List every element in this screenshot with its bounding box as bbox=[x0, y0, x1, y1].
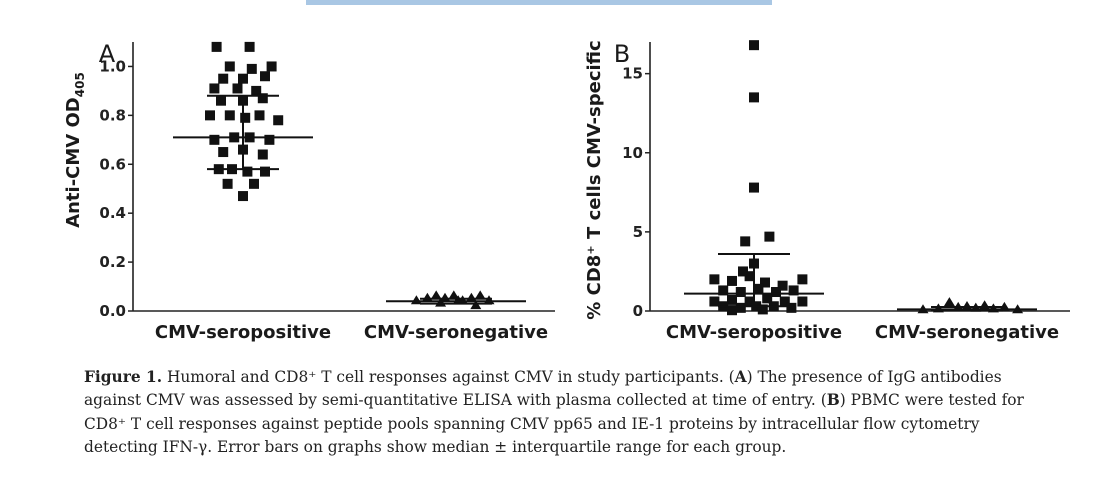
caption-intro: Humoral and CD8⁺ T cell responses agains… bbox=[166, 368, 735, 386]
y-tick-label: 0.6 bbox=[99, 155, 126, 173]
x-category-label: CMV-seropositive bbox=[666, 322, 842, 343]
y-tick-label: 0.2 bbox=[99, 253, 126, 271]
caption-b-text: ) PBMC were tested for CD8⁺ T cell respo… bbox=[84, 391, 1024, 456]
data-point-square bbox=[753, 283, 764, 294]
data-point-square bbox=[224, 110, 235, 121]
data-point-square bbox=[260, 166, 270, 177]
panel-b-chart: 0 5 10 15 CMV-seropositive CMV-seronegative B%… bbox=[584, 40, 1070, 343]
data-point-square bbox=[211, 41, 222, 52]
caption-a-text: ) The presence of IgG antibodies against… bbox=[84, 368, 1002, 410]
data-point-square bbox=[757, 304, 768, 315]
data-point-square bbox=[749, 40, 759, 51]
data-point-square bbox=[760, 277, 770, 288]
data-point-square bbox=[257, 149, 268, 160]
data-point-square bbox=[209, 134, 220, 145]
y-axis-label: Anti-CMV OD405 bbox=[63, 72, 87, 228]
y-tick-label: 10 bbox=[622, 144, 643, 162]
data-point-square bbox=[779, 296, 790, 307]
data-point-square bbox=[218, 147, 229, 158]
caption-figure-label: Figure 1. bbox=[84, 368, 163, 386]
data-point-square bbox=[242, 166, 253, 177]
data-point-square bbox=[727, 294, 737, 305]
data-point-square bbox=[246, 63, 257, 74]
data-point-square bbox=[797, 296, 808, 307]
figure-caption: Figure 1. Humoral and CD8⁺ T cell respon… bbox=[84, 366, 1044, 459]
y-tick-label: 0 bbox=[633, 302, 643, 320]
data-point-square bbox=[264, 134, 275, 145]
data-point-square bbox=[764, 231, 775, 242]
data-point-square bbox=[257, 93, 268, 104]
data-point-triangle bbox=[430, 290, 442, 300]
data-point-square bbox=[709, 296, 720, 307]
y-tick-label: 5 bbox=[633, 223, 643, 241]
data-point-square bbox=[744, 296, 755, 307]
y-tick-label: 1.0 bbox=[99, 57, 126, 75]
data-point-square bbox=[727, 275, 737, 286]
data-point-square bbox=[222, 178, 233, 189]
data-point-square bbox=[273, 115, 284, 126]
panel-label: A bbox=[99, 40, 116, 68]
data-point-square bbox=[260, 71, 270, 82]
data-point-triangle bbox=[943, 297, 955, 307]
data-point-square bbox=[749, 182, 759, 193]
header-bar bbox=[306, 0, 772, 5]
data-point-square bbox=[762, 293, 773, 304]
data-point-square bbox=[727, 305, 737, 316]
caption-a-label: A bbox=[734, 368, 747, 386]
data-point-square bbox=[205, 110, 215, 121]
y-tick-label: 15 bbox=[622, 65, 643, 83]
data-point-square bbox=[224, 61, 235, 72]
data-point-square bbox=[744, 271, 755, 282]
data-point-square bbox=[771, 287, 781, 298]
data-point-square bbox=[238, 73, 248, 84]
x-category-label: CMV-seropositive bbox=[155, 322, 331, 343]
data-point-square bbox=[216, 95, 226, 106]
data-point-square bbox=[238, 191, 248, 202]
y-axis-label-subscript: 405 bbox=[73, 72, 87, 97]
data-point-square bbox=[218, 73, 229, 84]
data-point-square bbox=[735, 287, 746, 298]
caption-b-label: B bbox=[826, 391, 840, 410]
data-point-square bbox=[254, 110, 265, 121]
x-category-label: CMV-seronegative bbox=[875, 322, 1059, 343]
data-point-square bbox=[240, 112, 251, 123]
data-point-square bbox=[738, 266, 748, 277]
figure-1: 0.0 0.2 0.4 0.6 0.8 1.0 CMV-seropositive CMV-se… bbox=[63, 40, 1070, 343]
data-point-square bbox=[797, 274, 808, 285]
data-point-triangle bbox=[448, 290, 460, 300]
data-point-triangle bbox=[474, 290, 486, 300]
data-point-square bbox=[249, 178, 259, 189]
data-point-square bbox=[209, 83, 220, 94]
y-tick-label: 0.4 bbox=[99, 204, 126, 222]
data-point-square bbox=[251, 85, 262, 96]
data-point-square bbox=[232, 83, 243, 94]
y-axis-label: % CD8⁺ T cells CMV-specific bbox=[584, 40, 605, 319]
data-point-square bbox=[777, 280, 788, 291]
y-tick-label: 0.8 bbox=[99, 106, 126, 124]
data-point-square bbox=[786, 302, 797, 313]
data-point-square bbox=[749, 92, 759, 103]
data-point-square bbox=[735, 302, 746, 313]
data-point-square bbox=[788, 285, 799, 296]
data-point-square bbox=[709, 274, 720, 285]
data-point-square bbox=[244, 41, 255, 52]
data-point-square bbox=[266, 61, 277, 72]
panel-label: B bbox=[614, 40, 630, 68]
data-point-square bbox=[740, 236, 751, 247]
data-point-square bbox=[718, 285, 729, 296]
panel-a-chart: 0.0 0.2 0.4 0.6 0.8 1.0 CMV-seropositive CMV-se… bbox=[63, 40, 555, 343]
y-tick-label: 0.0 bbox=[99, 302, 126, 320]
x-category-label: CMV-seronegative bbox=[364, 322, 548, 343]
